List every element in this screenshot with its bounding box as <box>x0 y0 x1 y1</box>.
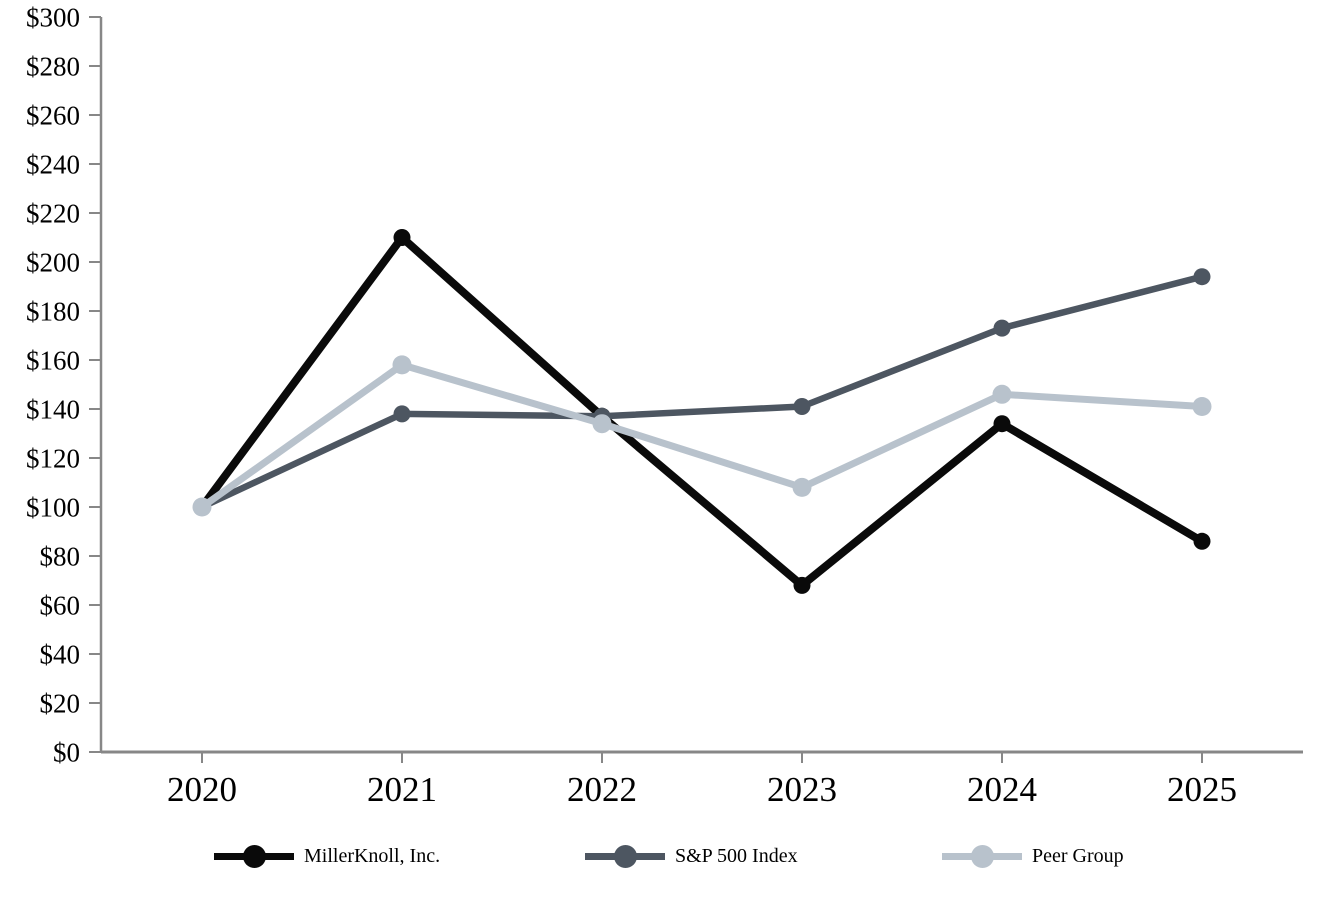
x-tick-label: 2025 <box>1167 770 1237 809</box>
series-marker-1 <box>993 319 1011 337</box>
series-marker-0 <box>793 576 811 594</box>
series-marker-2 <box>1192 397 1212 416</box>
series-marker-1 <box>1193 268 1211 286</box>
y-tick-label: $120 <box>26 444 80 474</box>
y-tick-label: $60 <box>40 591 81 621</box>
series-marker-0 <box>1193 532 1211 550</box>
series-marker-0 <box>393 229 411 246</box>
x-tick-label: 2023 <box>767 770 837 809</box>
series-marker-2 <box>992 384 1012 404</box>
y-tick-label: $20 <box>40 689 81 719</box>
series-line-2 <box>198 361 1206 511</box>
y-tick-label: $0 <box>53 738 80 768</box>
series-marker-1 <box>793 398 811 415</box>
y-tick-label: $180 <box>26 297 80 327</box>
x-tick-label: 2020 <box>167 770 237 809</box>
y-tick-label: $260 <box>26 101 80 131</box>
y-tick-label: $100 <box>26 493 80 523</box>
series-line-0 <box>198 233 1206 590</box>
series-marker-2 <box>392 355 412 375</box>
x-tick-label: 2021 <box>367 770 437 809</box>
y-tick-label: $160 <box>26 346 80 376</box>
y-tick-label: $80 <box>40 542 81 572</box>
y-tick-label: $280 <box>26 52 80 82</box>
y-tick-label: $300 <box>26 3 80 33</box>
y-tick-label: $200 <box>26 248 80 278</box>
series-marker-0 <box>993 415 1011 433</box>
series-line-1 <box>198 273 1206 511</box>
y-tick-label: $140 <box>26 395 80 425</box>
x-tick-label: 2024 <box>967 770 1037 809</box>
series-marker-2 <box>792 477 812 497</box>
x-tick-label: 2022 <box>567 770 637 809</box>
y-tick-label: $40 <box>40 640 81 670</box>
series-marker-2 <box>592 414 612 434</box>
series-marker-2 <box>192 497 212 517</box>
y-tick-label: $220 <box>26 199 80 229</box>
y-tick-label: $240 <box>26 150 80 180</box>
series-marker-1 <box>393 405 411 423</box>
